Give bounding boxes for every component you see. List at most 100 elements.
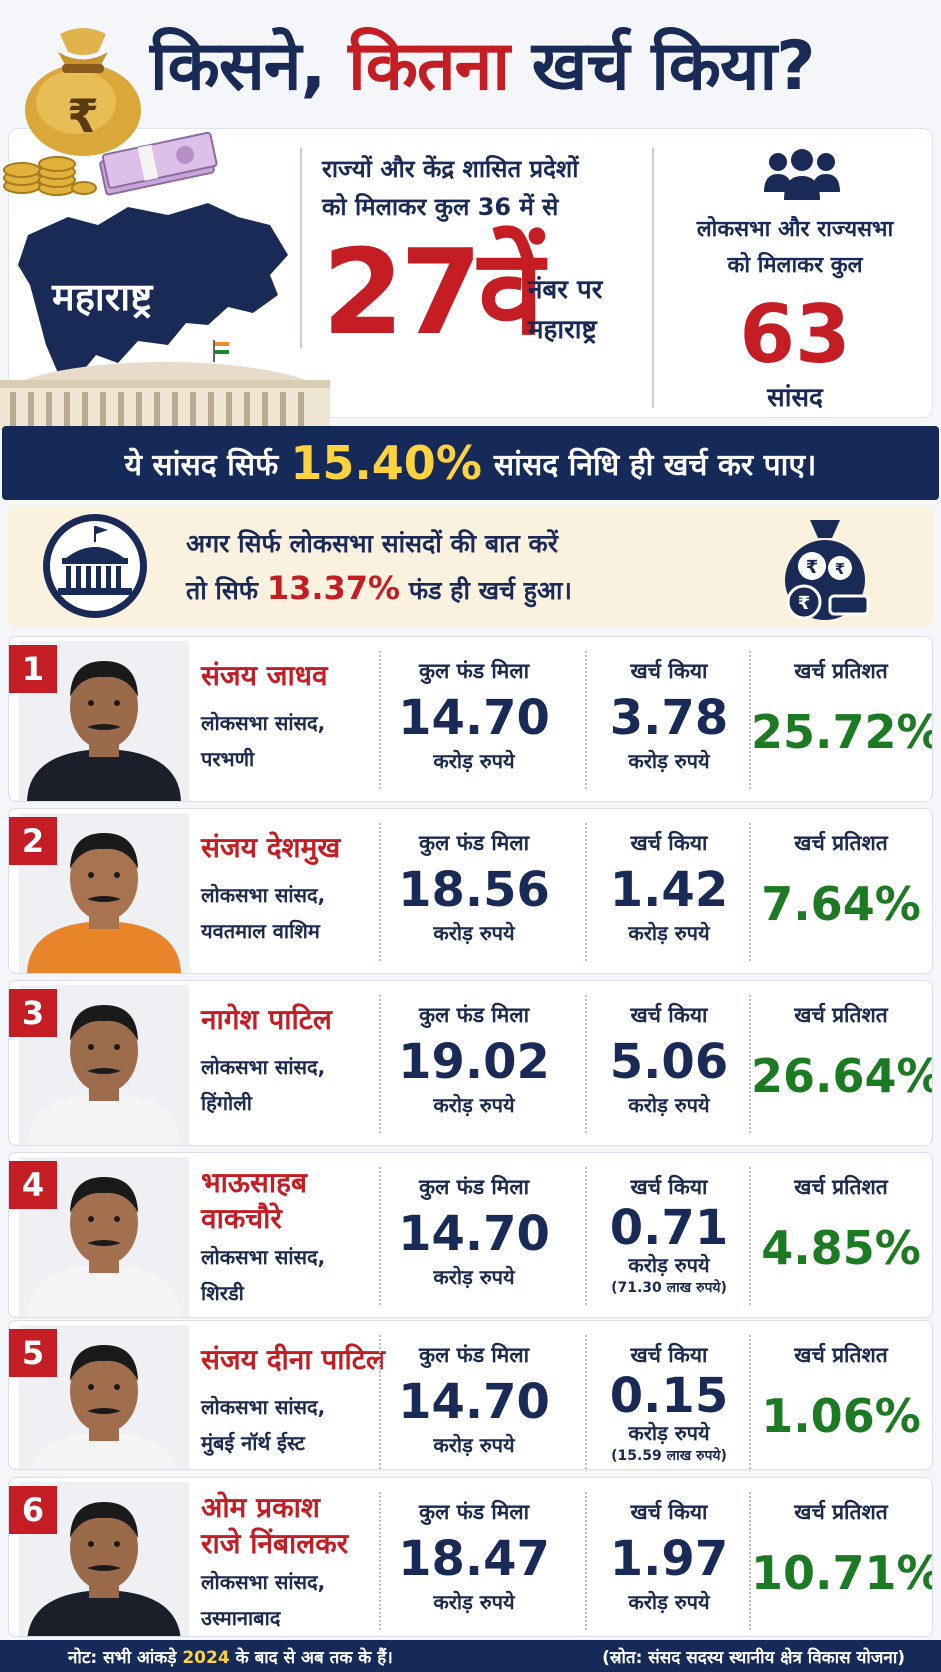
mp-row: 5 संजय दीना पाटिल लोकसभा सांसद, मुंबई नॉ… <box>8 1320 933 1470</box>
fund-header: कुल फंड मिला <box>418 1500 530 1524</box>
spent-column: खर्च किया 3.78 करोड़ रुपये <box>589 637 749 801</box>
percent-value: 26.64% <box>751 1049 933 1103</box>
mp-constituency: उस्मानाबाद <box>201 1606 281 1630</box>
currency-notes-icon <box>99 132 218 196</box>
title-part-3: खर्च किया? <box>531 27 816 106</box>
fund-value: 14.70 <box>398 1374 550 1430</box>
mp-name: संजय जाधव <box>201 659 328 692</box>
fund-header: कुल फंड मिला <box>418 1175 530 1199</box>
fund-value: 18.56 <box>398 862 550 918</box>
column-divider <box>749 1335 751 1469</box>
footer-note-year: 2024 <box>182 1648 230 1668</box>
fund-column: कुल फंड मिला 14.70 करोड़ रुपये <box>381 1153 567 1317</box>
mp-role: लोकसभा सांसद, मुंबई नॉर्थ ईस्ट <box>201 1389 401 1461</box>
percent-column: खर्च प्रतिशत 4.85% <box>751 1153 931 1317</box>
percent-header: खर्च प्रतिशत <box>794 1175 888 1199</box>
column-divider <box>749 995 751 1133</box>
column-divider <box>379 995 381 1133</box>
rank-side-line-2: महाराष्ट्र <box>528 315 597 345</box>
parliament-building-icon <box>0 340 330 430</box>
percent-value: 10.71% <box>751 1546 933 1600</box>
mp-total-label: सांसद <box>767 383 823 413</box>
mp-role-line: लोकसभा सांसद, <box>201 1570 326 1594</box>
footer-note-suffix: के बाद से अब तक के हैं। <box>235 1648 393 1668</box>
rank-badge: 6 <box>9 1486 57 1534</box>
fund-value: 14.70 <box>398 690 550 746</box>
mp-row: 2 संजय देशमुख लोकसभा सांसद, यवतमाल वाशिम… <box>8 808 933 974</box>
mp-constituency: यवतमाल वाशिम <box>201 919 320 943</box>
column-divider <box>585 1167 587 1305</box>
mp-photo <box>19 641 189 801</box>
footer-note-prefix: नोट: सभी आंकड़े <box>68 1648 177 1668</box>
percent-header: खर्च प्रतिशत <box>794 1003 888 1027</box>
mp-total-count: 63 <box>739 288 851 381</box>
note-percent: 13.37% <box>266 569 401 607</box>
mp-name: भाऊसाहब वाकचौरे <box>201 1165 411 1237</box>
fund-unit: करोड़ रुपये <box>433 1590 515 1614</box>
percent-value: 25.72% <box>751 705 933 759</box>
spent-column: खर्च किया 5.06 करोड़ रुपये <box>589 981 749 1145</box>
mp-constituency: मुंबई नॉर्थ ईस्ट <box>201 1431 305 1455</box>
spent-column: खर्च किया 1.97 करोड़ रुपये <box>589 1478 749 1636</box>
fund-unit: करोड़ रुपये <box>433 1093 515 1117</box>
rank-description: राज्यों और केंद्र शासित प्रदेशों को मिला… <box>322 150 642 226</box>
banner-highlight: 15.40% <box>290 436 482 490</box>
mp-role-line: लोकसभा सांसद, <box>201 883 326 907</box>
column-divider <box>379 1335 381 1469</box>
spent-unit: करोड़ रुपये <box>628 1253 710 1277</box>
mp-role: लोकसभा सांसद, उस्मानाबाद <box>201 1564 401 1636</box>
money-bag-icon: ₹ <box>25 28 141 156</box>
svg-text:₹: ₹ <box>67 89 99 143</box>
column-divider <box>379 1492 381 1630</box>
percent-value: 1.06% <box>761 1389 921 1443</box>
rank-badge: 3 <box>9 989 57 1037</box>
spent-value: 5.06 <box>609 1034 729 1090</box>
spent-column: खर्च किया 0.71 करोड़ रुपये (71.30 लाख रु… <box>589 1153 749 1317</box>
mp-row: 3 नागेश पाटिल लोकसभा सांसद, हिंगोली कुल … <box>8 980 933 1146</box>
spent-header: खर्च किया <box>630 831 708 855</box>
rank-side-line-1: नंबर पर <box>528 275 603 305</box>
mp-total-line-1: लोकसभा और राज्यसभा <box>696 217 894 242</box>
percent-column: खर्च प्रतिशत 1.06% <box>751 1321 931 1469</box>
rank-line-2: को मिलाकर कुल 36 में से <box>322 193 559 221</box>
column-divider <box>585 1335 587 1469</box>
spent-header: खर्च किया <box>630 1500 708 1524</box>
mp-role-line: लोकसभा सांसद, <box>201 711 326 735</box>
spend-banner: ये सांसद सिर्फ 15.40% सांसद निधि ही खर्च… <box>2 426 939 500</box>
percent-column: खर्च प्रतिशत 26.64% <box>751 981 933 1145</box>
fund-unit: करोड़ रुपये <box>433 1265 515 1289</box>
rank-line-1: राज्यों और केंद्र शासित प्रदेशों <box>322 155 579 183</box>
summary-divider <box>300 148 302 348</box>
mp-role-line: लोकसभा सांसद, <box>201 1055 326 1079</box>
percent-header: खर्च प्रतिशत <box>794 831 888 855</box>
svg-text:₹: ₹ <box>798 593 811 614</box>
percent-header: खर्च प्रतिशत <box>794 1343 888 1367</box>
footer-note: नोट: सभी आंकड़े 2024 के बाद से अब तक के … <box>68 1645 393 1668</box>
column-divider <box>585 823 587 961</box>
title-part-2: कितना <box>348 27 510 106</box>
rank-side-text: नंबर पर महाराष्ट्र <box>528 270 648 350</box>
fund-header: कुल फंड मिला <box>418 831 530 855</box>
spent-header: खर्च किया <box>630 1003 708 1027</box>
column-divider <box>379 1167 381 1305</box>
rank-badge: 2 <box>9 817 57 865</box>
column-divider <box>749 1492 751 1630</box>
spent-header: खर्च किया <box>630 1175 708 1199</box>
page-title: किसने, कितना खर्च किया? <box>150 16 930 109</box>
percent-column: खर्च प्रतिशत 25.72% <box>751 637 933 801</box>
mp-name: नागेश पाटिल <box>201 1003 332 1036</box>
banner-suffix: सांसद निधि ही खर्च कर पाए। <box>493 447 817 483</box>
spent-unit: करोड़ रुपये <box>628 921 710 945</box>
column-divider <box>379 651 381 789</box>
mp-role-line: लोकसभा सांसद, <box>201 1245 326 1269</box>
spent-note: (15.59 लाख रुपये) <box>611 1448 727 1464</box>
spent-value: 1.42 <box>609 862 729 918</box>
spent-header: खर्च किया <box>630 659 708 683</box>
rank-value: 27वें <box>322 223 544 361</box>
rank-badge: 5 <box>9 1329 57 1377</box>
fund-header: कुल फंड मिला <box>418 1343 530 1367</box>
lok-sabha-note-text: अगर सिर्फ लोकसभा सांसदों की बात करें तो … <box>186 522 706 613</box>
spent-unit: करोड़ रुपये <box>628 1093 710 1117</box>
spent-column: खर्च किया 0.15 करोड़ रुपये (15.59 लाख रु… <box>589 1321 749 1469</box>
